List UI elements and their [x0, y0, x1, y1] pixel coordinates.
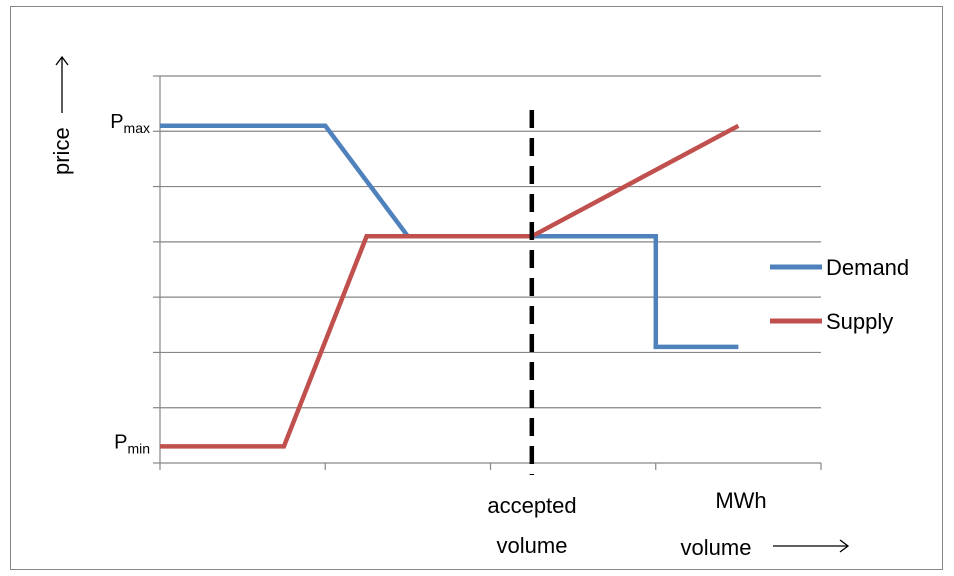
x-axis-arrow	[773, 539, 850, 553]
axes	[153, 75, 822, 470]
x-unit-label: MWh	[715, 488, 766, 513]
gridlines	[160, 75, 821, 409]
y-axis-label: price	[49, 127, 74, 175]
legend-label-demand: Demand	[826, 255, 909, 280]
y-axis-title: price	[49, 55, 74, 175]
accepted-volume-label-line2: volume	[497, 533, 568, 558]
series-layer	[160, 123, 740, 449]
accepted-volume-label-line1: accepted	[487, 493, 576, 518]
legend-label-supply: Supply	[826, 309, 893, 334]
y-axis-arrowhead	[55, 55, 69, 66]
x-axis-label: volume	[681, 535, 752, 560]
chart-frame	[10, 6, 943, 570]
y-tick-label-pmin: Pmin	[114, 431, 150, 456]
series-line-supply	[160, 123, 740, 449]
y-tick-label-pmax: Pmax	[110, 111, 150, 136]
legend: Demand Supply	[770, 255, 909, 334]
